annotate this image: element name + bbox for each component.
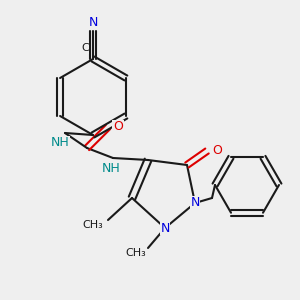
Text: NH: NH <box>51 136 69 149</box>
Text: O: O <box>113 121 123 134</box>
Text: N: N <box>88 16 98 29</box>
Text: CH₃: CH₃ <box>82 220 103 230</box>
Text: CH₃: CH₃ <box>126 248 146 258</box>
Text: N: N <box>160 221 170 235</box>
Text: C: C <box>81 43 89 53</box>
Text: NH: NH <box>102 161 120 175</box>
Text: N: N <box>190 196 200 209</box>
Text: O: O <box>212 145 222 158</box>
